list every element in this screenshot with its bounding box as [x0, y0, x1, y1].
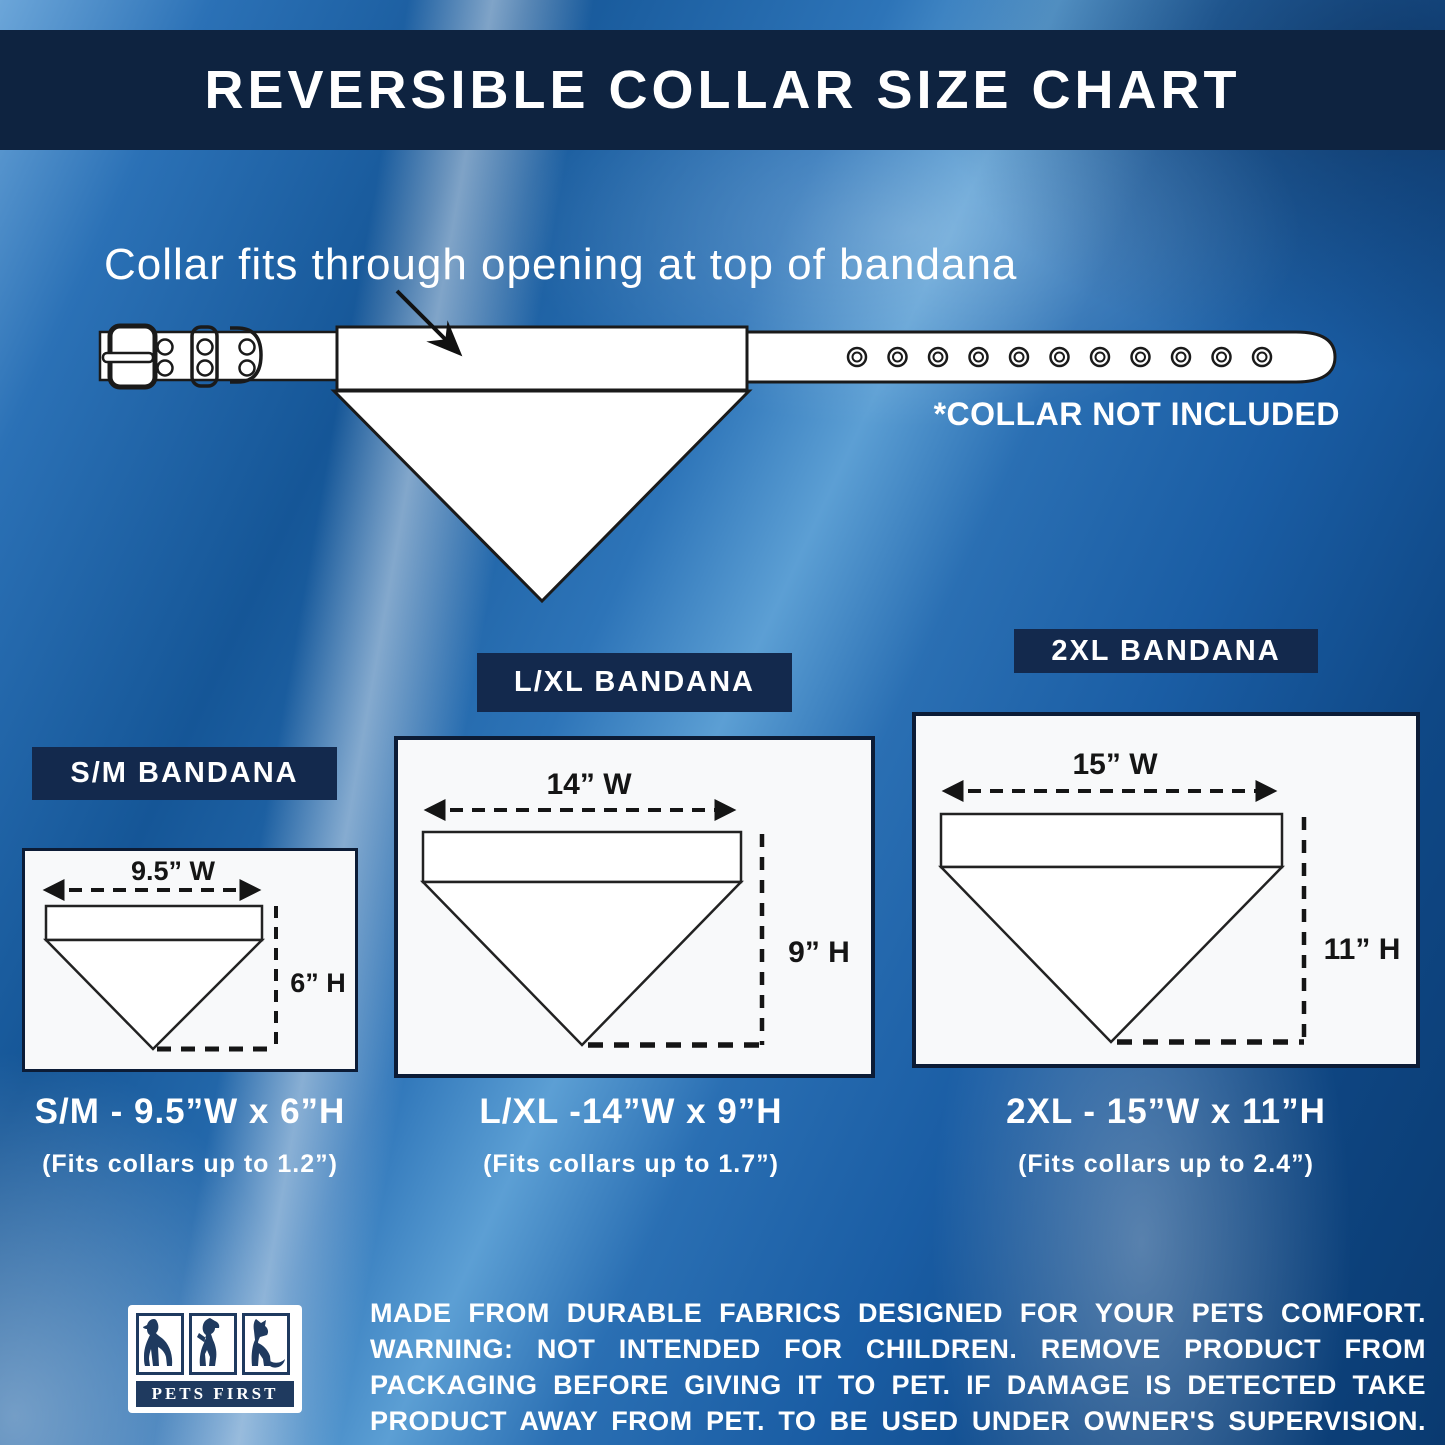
- page-title: REVERSIBLE COLLAR SIZE CHART: [204, 60, 1241, 120]
- label-sm-bandana: S/M BANDANA: [32, 747, 337, 800]
- diagram-box-2xl: 15” W 11” H: [912, 712, 1420, 1068]
- sm-height-label: 6” H: [290, 968, 346, 998]
- logo-bar: PETS FIRST: [136, 1381, 294, 1407]
- label-lxl-bandana: L/XL BANDANA: [477, 653, 792, 712]
- disclaimer-line-2: WARNING: NOT INTENDED FOR CHILDREN. REMO…: [370, 1334, 1426, 1364]
- header-band: REVERSIBLE COLLAR SIZE CHART: [0, 30, 1445, 150]
- label-lxl-text: L/XL BANDANA: [514, 666, 755, 698]
- keeper-loop: [190, 325, 219, 388]
- disclaimer-line-1: MADE FROM DURABLE FABRICS DESIGNED FOR Y…: [370, 1298, 1426, 1328]
- 2xl-bandana-triangle: [938, 865, 1285, 1044]
- diagram-box-lxl: 14” W 9” H: [394, 736, 875, 1078]
- lxl-width-label: 14” W: [546, 768, 632, 801]
- 2xl-height-label: 11” H: [1324, 933, 1401, 966]
- strap-holes: [156, 338, 256, 377]
- hero-caption: Collar fits through opening at top of ba…: [104, 240, 1018, 289]
- dog-silhouette-1: [143, 1319, 173, 1366]
- collar-bandana-illustration: [98, 289, 1337, 604]
- diagram-sm: 9.5” W 6” H: [42, 856, 346, 1052]
- 2xl-width-label: 15” W: [1072, 748, 1158, 781]
- label-2xl-bandana: 2XL BANDANA: [1014, 629, 1318, 673]
- keeper-loop-curved: [230, 326, 263, 384]
- collar-strap-right: [745, 330, 1337, 384]
- pets-first-logo: PETS FIRST: [128, 1305, 302, 1413]
- buckle-prong: [101, 351, 155, 364]
- disclaimer: MADE FROM DURABLE FABRICS DESIGNED FOR Y…: [370, 1298, 1426, 1442]
- diagram-2xl: 15” W 11” H: [938, 748, 1401, 1045]
- pointer-arrow: [395, 289, 463, 357]
- 2xl-fits: (Fits collars up to 2.4”): [1018, 1150, 1314, 1178]
- lxl-fits: (Fits collars up to 1.7”): [483, 1150, 779, 1178]
- 2xl-bandana-band: [939, 812, 1284, 869]
- label-sm-text: S/M BANDANA: [70, 757, 299, 789]
- dog-frame-1: [136, 1313, 184, 1375]
- lxl-bandana-band: [421, 830, 743, 884]
- disclaimer-line-3: PACKAGING BEFORE GIVING IT TO PET. IF DA…: [370, 1370, 1426, 1400]
- sm-width-label: 9.5” W: [131, 856, 216, 886]
- sm-bandana-band: [44, 904, 264, 942]
- lxl-bandana-triangle: [420, 880, 744, 1047]
- label-2xl-text: 2XL BANDANA: [1051, 634, 1281, 667]
- diagram-lxl: 14” W 9” H: [420, 768, 850, 1048]
- diagram-box-sm: 9.5” W 6” H: [22, 848, 358, 1072]
- 2xl-dims: 2XL - 15”W x 11”H: [1006, 1092, 1326, 1131]
- collar-note: *COLLAR NOT INCLUDED: [933, 396, 1340, 432]
- collar-eyelets: [846, 346, 1273, 368]
- lxl-dims: L/XL -14”W x 9”H: [479, 1092, 783, 1131]
- dog-silhouette-3: [251, 1319, 285, 1368]
- dog-frame-2: [189, 1313, 237, 1375]
- dog-frame-3: [242, 1313, 290, 1375]
- lxl-height-label: 9” H: [788, 936, 850, 969]
- bandana-sleeve: [335, 325, 749, 392]
- bandana-triangle: [330, 389, 753, 604]
- sm-fits: (Fits collars up to 1.2”): [42, 1150, 338, 1178]
- disclaimer-line-4: PRODUCT AWAY FROM PET. TO BE USED UNDER …: [370, 1406, 1426, 1436]
- logo-brand-text: PETS FIRST: [151, 1384, 279, 1403]
- logo-dog-frames: [136, 1313, 290, 1375]
- dog-silhouette-2: [197, 1318, 220, 1366]
- sm-dims: S/M - 9.5”W x 6”H: [34, 1092, 346, 1131]
- sm-bandana-triangle: [43, 938, 266, 1051]
